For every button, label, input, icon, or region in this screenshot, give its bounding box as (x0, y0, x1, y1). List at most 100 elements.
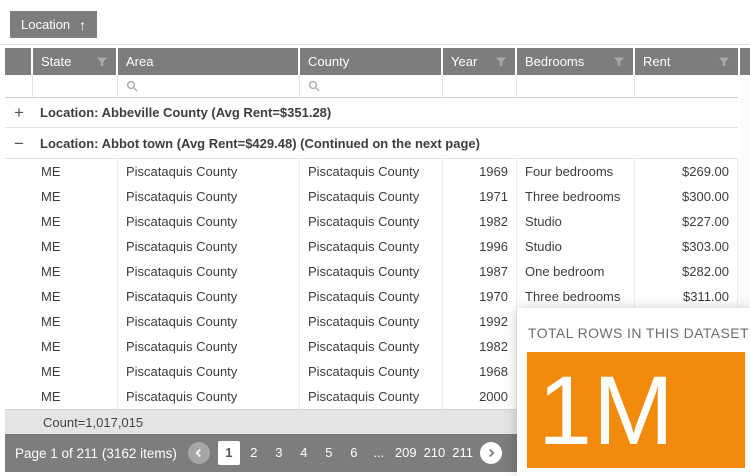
filter-cell-bedrooms[interactable] (517, 75, 635, 97)
cell-state[interactable]: ME (33, 284, 118, 309)
cell-area[interactable]: Piscataquis County (118, 284, 300, 309)
column-header-area[interactable]: Area (118, 48, 300, 75)
cell-area[interactable]: Piscataquis County (118, 334, 300, 359)
cell-county[interactable]: Piscataquis County (300, 184, 443, 209)
cell-state[interactable]: ME (33, 209, 118, 234)
cell-county[interactable]: Piscataquis County (300, 384, 443, 409)
column-header-label: County (308, 54, 350, 69)
cell-area[interactable]: Piscataquis County (118, 234, 300, 259)
filter-funnel-icon[interactable] (495, 56, 507, 68)
cell-rent[interactable]: $303.00 (635, 234, 738, 259)
filter-cell-county[interactable] (300, 75, 443, 97)
pager-page-210[interactable]: 210 (423, 445, 446, 460)
filter-cell-state[interactable] (33, 75, 118, 97)
pager-page-3[interactable]: 3 (275, 445, 283, 460)
cell-year[interactable]: 1992 (443, 309, 517, 334)
cell-rent[interactable]: $269.00 (635, 159, 738, 184)
filter-funnel-icon[interactable] (96, 56, 108, 68)
pager-status: Page 1 of 211 (3162 items) (15, 445, 177, 461)
cell-bedrooms[interactable]: Studio (517, 234, 635, 259)
collapse-icon[interactable]: − (14, 133, 24, 153)
cell-bedrooms[interactable]: Three bedrooms (517, 284, 635, 309)
cell-year[interactable]: 1982 (443, 334, 517, 359)
cell-state[interactable]: ME (33, 359, 118, 384)
pager-prev-button[interactable] (187, 442, 210, 464)
sort-ascending-icon[interactable]: ↑ (79, 16, 87, 33)
pager-page-5[interactable]: 5 (325, 445, 333, 460)
cell-state[interactable]: ME (33, 309, 118, 334)
scrollbar-thumb[interactable] (740, 48, 750, 75)
cell-year[interactable]: 1971 (443, 184, 517, 209)
pager-page-211[interactable]: 211 (452, 445, 473, 460)
filter-cell-rent[interactable] (635, 75, 738, 97)
group-by-chip-location[interactable]: Location ↑ (10, 11, 98, 38)
filter-funnel-icon[interactable] (718, 56, 730, 68)
cell-year[interactable]: 1969 (443, 159, 517, 184)
row-indent-cell (5, 359, 33, 384)
cell-county[interactable]: Piscataquis County (300, 209, 443, 234)
cell-year[interactable]: 1968 (443, 359, 517, 384)
table-row[interactable]: ME Piscataquis County Piscataquis County 19… (5, 209, 738, 234)
table-row[interactable]: ME Piscataquis County Piscataquis County 19… (5, 184, 738, 209)
cell-area[interactable]: Piscataquis County (118, 259, 300, 284)
cell-area[interactable]: Piscataquis County (118, 384, 300, 409)
group-row[interactable]: − Location: Abbot town (Avg Rent=$429.48… (5, 128, 738, 159)
column-header-rent[interactable]: Rent (635, 48, 738, 75)
expand-icon[interactable]: + (14, 103, 24, 122)
cell-area[interactable]: Piscataquis County (118, 184, 300, 209)
cell-state[interactable]: ME (33, 184, 118, 209)
cell-year[interactable]: 1970 (443, 284, 517, 309)
column-header-county[interactable]: County (300, 48, 443, 75)
cell-county[interactable]: Piscataquis County (300, 284, 443, 309)
table-row[interactable]: ME Piscataquis County Piscataquis County 19… (5, 234, 738, 259)
cell-state[interactable]: ME (33, 334, 118, 359)
cell-year[interactable]: 1987 (443, 259, 517, 284)
cell-state[interactable]: ME (33, 259, 118, 284)
table-row[interactable]: ME Piscataquis County Piscataquis County 19… (5, 259, 738, 284)
cell-bedrooms[interactable]: Three bedrooms (517, 184, 635, 209)
column-header-label: Area (126, 54, 154, 69)
row-indent-cell (5, 159, 33, 184)
cell-year[interactable]: 1982 (443, 209, 517, 234)
cell-county[interactable]: Piscataquis County (300, 309, 443, 334)
pager-page-6[interactable]: 6 (350, 445, 358, 460)
cell-area[interactable]: Piscataquis County (118, 209, 300, 234)
pager-page-1[interactable]: 1 (217, 441, 240, 465)
cell-bedrooms[interactable]: Four bedrooms (517, 159, 635, 184)
filter-cell-year[interactable] (443, 75, 517, 97)
cell-area[interactable]: Piscataquis County (118, 359, 300, 384)
column-header-year[interactable]: Year (443, 48, 517, 75)
cell-rent[interactable]: $227.00 (635, 209, 738, 234)
table-row[interactable]: ME Piscataquis County Piscataquis County 19… (5, 284, 738, 309)
pager-page-2[interactable]: 2 (250, 445, 258, 460)
cell-rent[interactable]: $282.00 (635, 259, 738, 284)
cell-state[interactable]: ME (33, 234, 118, 259)
table-row[interactable]: ME Piscataquis County Piscataquis County 19… (5, 159, 738, 184)
cell-rent[interactable]: $311.00 (635, 284, 738, 309)
cell-area[interactable]: Piscataquis County (118, 159, 300, 184)
pager-next-button[interactable] (480, 442, 502, 464)
vertical-scrollbar[interactable] (740, 48, 750, 409)
row-indent-cell (5, 259, 33, 284)
cell-year[interactable]: 1996 (443, 234, 517, 259)
pager-page-209[interactable]: 209 (394, 445, 417, 460)
cell-bedrooms[interactable]: Studio (517, 209, 635, 234)
cell-state[interactable]: ME (33, 159, 118, 184)
pager-page-4[interactable]: 4 (300, 445, 308, 460)
cell-county[interactable]: Piscataquis County (300, 159, 443, 184)
cell-bedrooms[interactable]: One bedroom (517, 259, 635, 284)
cell-county[interactable]: Piscataquis County (300, 234, 443, 259)
column-header-bedrooms[interactable]: Bedrooms (517, 48, 635, 75)
cell-area[interactable]: Piscataquis County (118, 309, 300, 334)
column-header-state[interactable]: State (33, 48, 118, 75)
cell-state[interactable]: ME (33, 384, 118, 409)
filter-cell-area[interactable] (118, 75, 300, 97)
cell-county[interactable]: Piscataquis County (300, 334, 443, 359)
search-icon (126, 80, 138, 91)
cell-county[interactable]: Piscataquis County (300, 259, 443, 284)
filter-funnel-icon[interactable] (613, 56, 625, 68)
cell-rent[interactable]: $300.00 (635, 184, 738, 209)
group-row[interactable]: + Location: Abbeville County (Avg Rent=$… (5, 98, 738, 128)
cell-county[interactable]: Piscataquis County (300, 359, 443, 384)
cell-year[interactable]: 2000 (443, 384, 517, 409)
